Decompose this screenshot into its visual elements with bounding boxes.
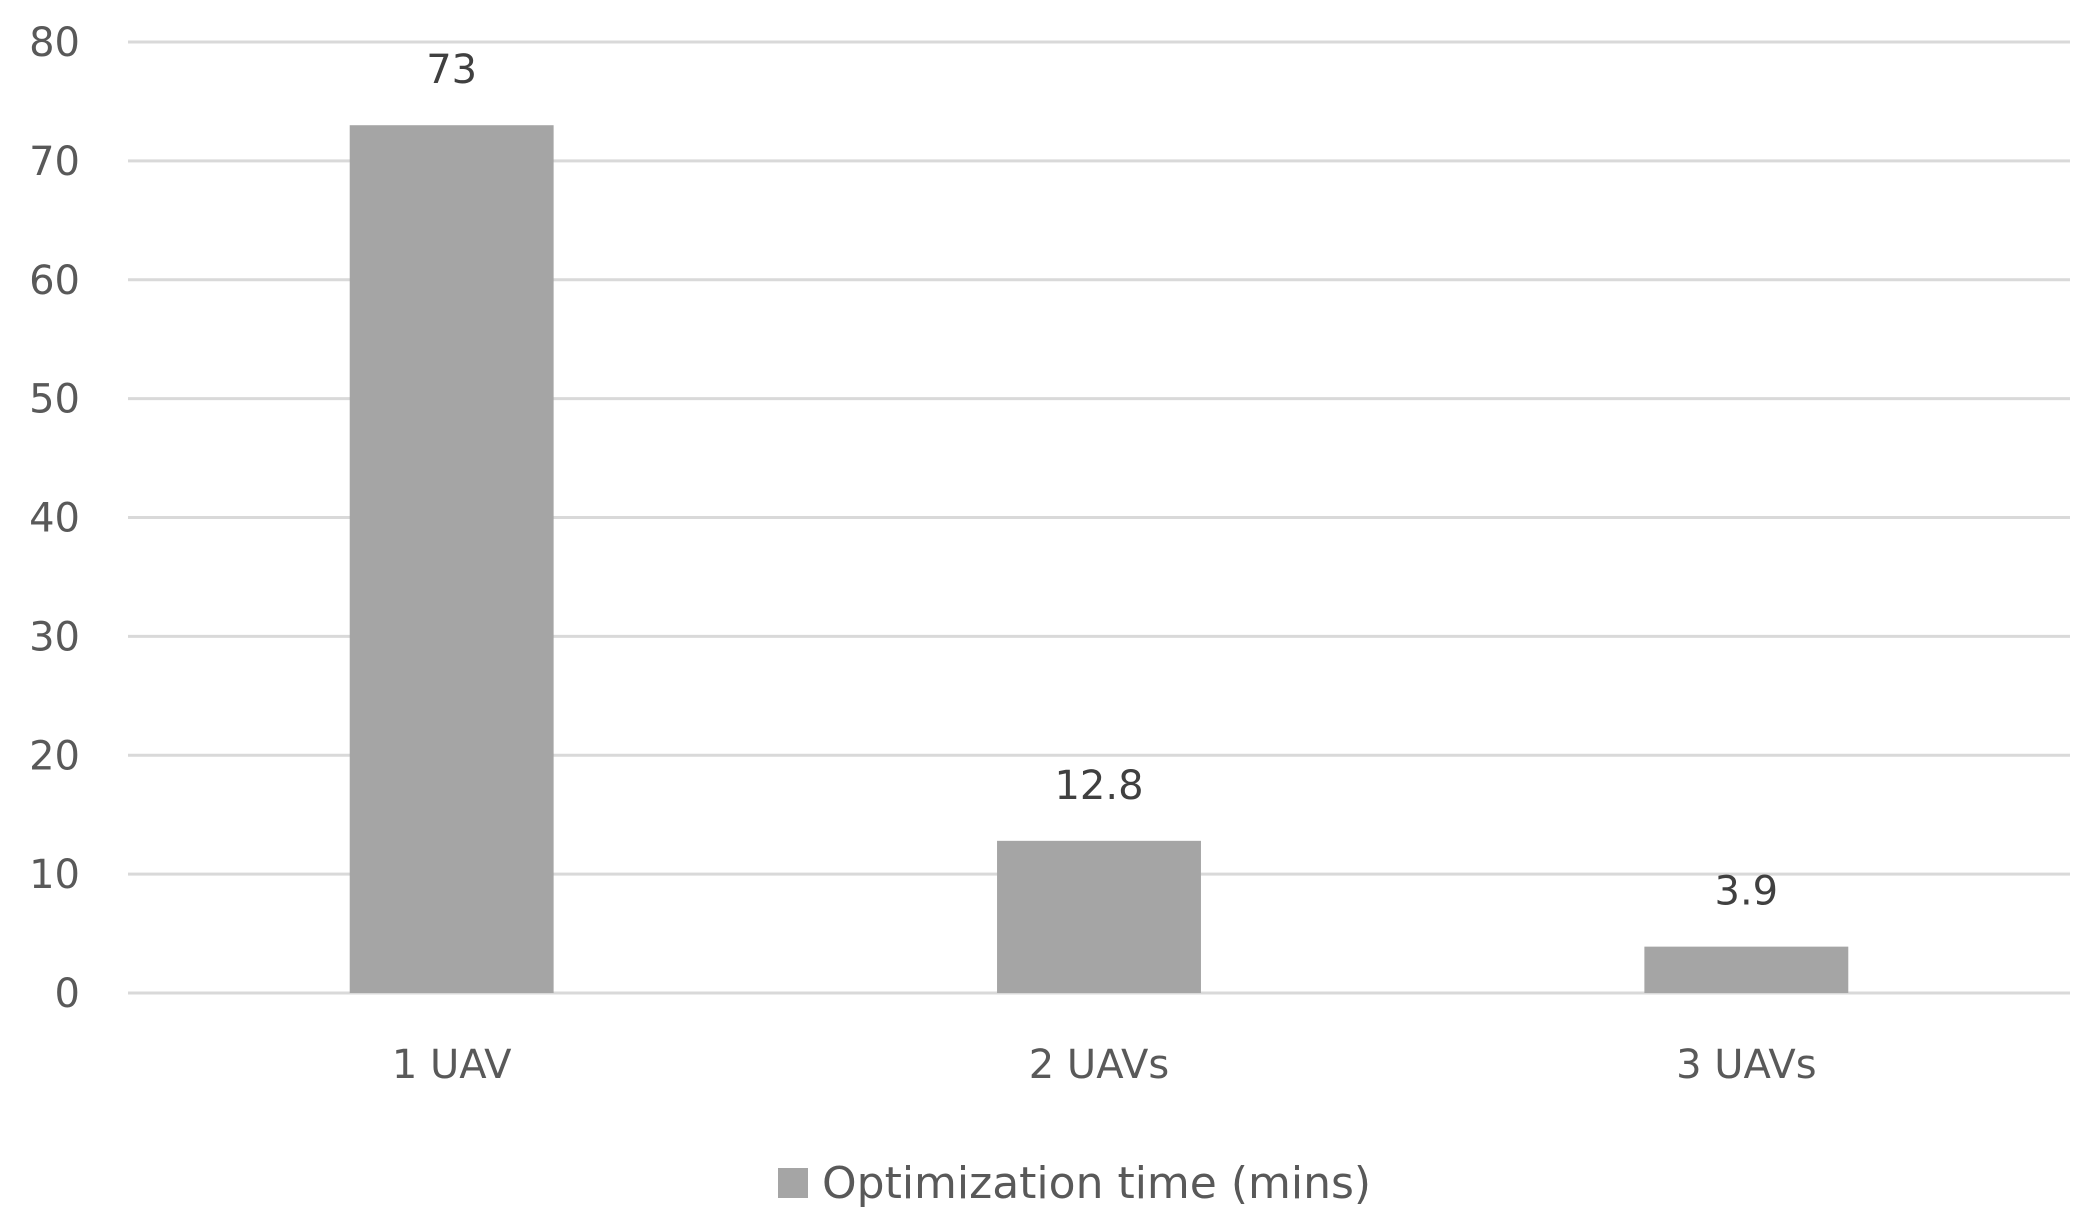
x-tick-label-3: 3 UAVs bbox=[1676, 1042, 1816, 1088]
y-tick-label-60: 60 bbox=[29, 258, 80, 304]
y-tick-label-40: 40 bbox=[29, 496, 80, 542]
data-label-2: 12.8 bbox=[1054, 763, 1143, 809]
data-labels: 73 12.8 3.9 bbox=[426, 47, 1778, 914]
x-tick-label-1: 1 UAV bbox=[392, 1042, 512, 1088]
y-tick-label-80: 80 bbox=[29, 20, 80, 66]
x-axis-tick-labels: 1 UAV 2 UAVs 3 UAVs bbox=[392, 1042, 1817, 1088]
bar-2 bbox=[997, 840, 1201, 993]
y-tick-label-50: 50 bbox=[29, 377, 80, 423]
y-tick-label-10: 10 bbox=[29, 852, 80, 898]
legend-swatch bbox=[778, 1168, 808, 1198]
legend: Optimization time (mins) bbox=[778, 1158, 1371, 1209]
y-tick-label-0: 0 bbox=[55, 971, 80, 1017]
data-label-1: 73 bbox=[426, 47, 477, 93]
y-tick-label-70: 70 bbox=[29, 139, 80, 185]
y-tick-label-30: 30 bbox=[29, 614, 80, 660]
bars bbox=[349, 125, 1849, 993]
bar-3 bbox=[1644, 946, 1849, 993]
bar-1 bbox=[349, 125, 554, 993]
data-label-3: 3.9 bbox=[1715, 869, 1779, 915]
y-axis-tick-labels: 0 10 20 30 40 50 60 70 80 bbox=[29, 20, 80, 1017]
legend-label: Optimization time (mins) bbox=[822, 1158, 1371, 1209]
x-tick-label-2: 2 UAVs bbox=[1029, 1042, 1169, 1088]
y-tick-label-20: 20 bbox=[29, 733, 80, 779]
